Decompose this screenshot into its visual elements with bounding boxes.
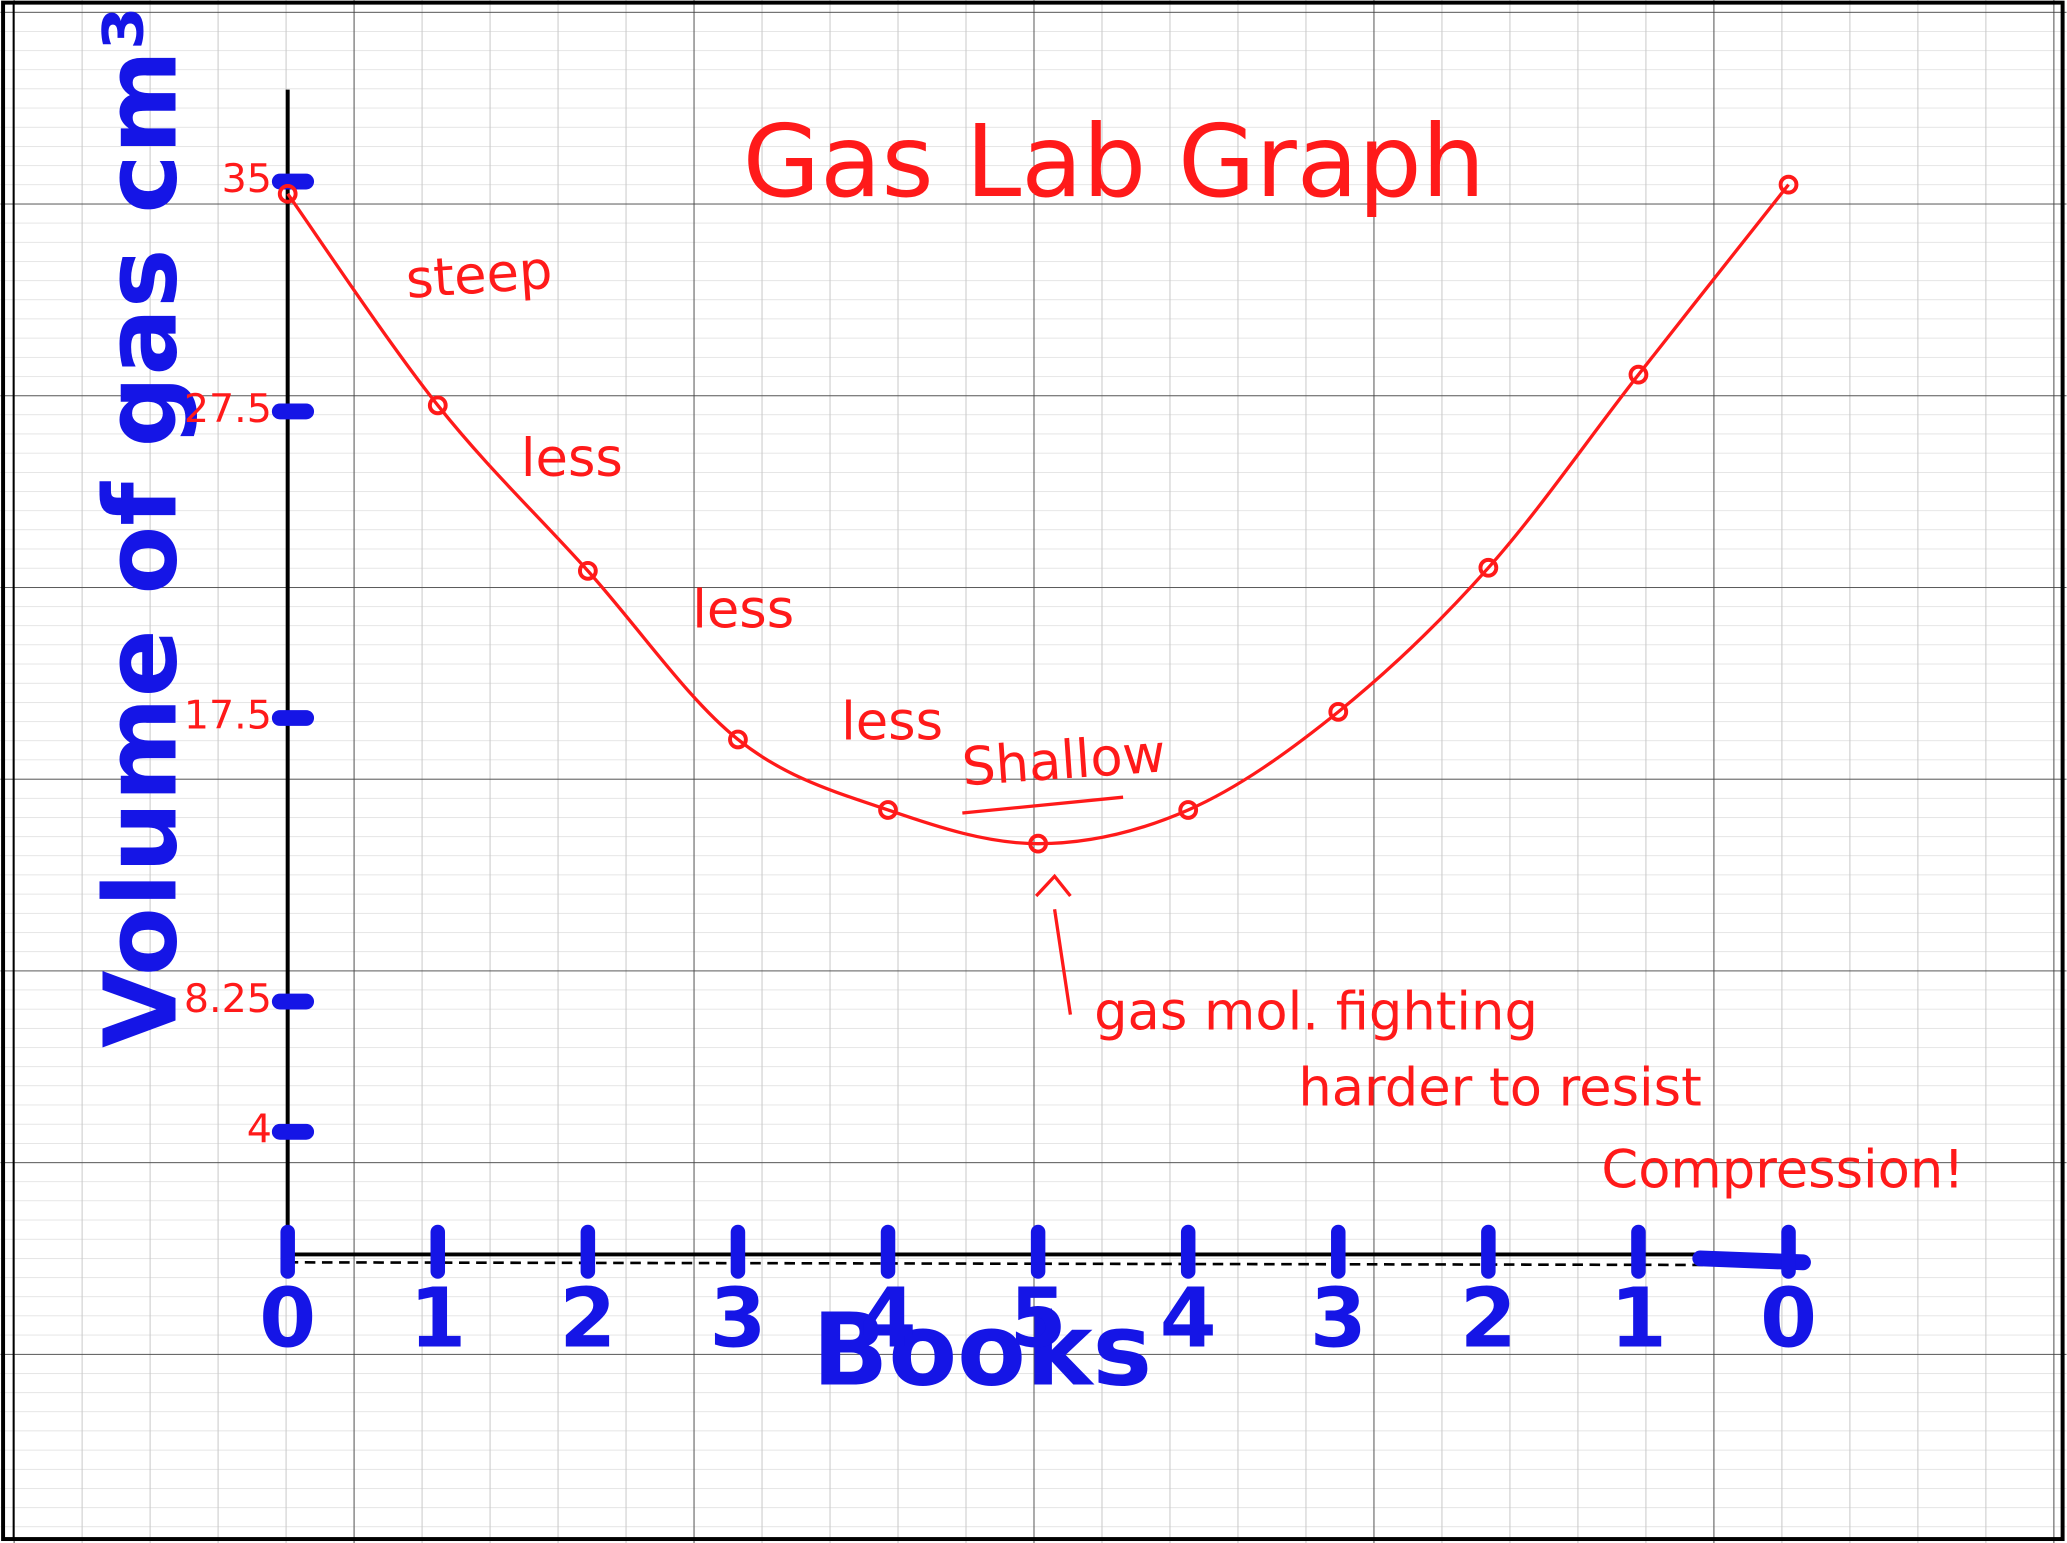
page: {"chart_data": {"type": "line", "title":… [0,0,2067,1543]
x-tick-label: 1 [1610,1272,1667,1367]
chart: Gas Lab Graph Books Volume of gas cm³ 48… [0,0,2067,1543]
x-tick-label: 0 [1760,1272,1817,1367]
y-tick-label: 17.5 [184,692,272,738]
x-tick-label: 0 [259,1272,316,1367]
annotation: harder to resist [1298,1058,1701,1119]
x-tick-label: 4 [860,1272,917,1367]
x-tick-label: 3 [1310,1272,1367,1367]
y-tick-label: 35 [222,156,272,202]
y-tick-label: 4 [247,1106,272,1152]
annotation: less [841,691,943,752]
x-tick-label: 3 [710,1272,767,1367]
annotation: gas mol. fighting [1094,981,1538,1042]
x-tick-label: 2 [1460,1272,1517,1367]
x-tick-label: 1 [409,1272,466,1367]
annotation: less [521,428,623,489]
y-tick-label: 27.5 [184,386,272,432]
x-tick-label: 5 [1010,1272,1067,1367]
x-tick-label: 4 [1160,1272,1217,1367]
y-axis-label: Volume of gas cm³ [82,6,199,1048]
y-tick-label: 8.25 [184,976,272,1022]
x-tick-label: 2 [559,1272,616,1367]
annotation: Compression! [1601,1139,1964,1200]
chart-title: Gas Lab Graph [743,103,1486,220]
annotation: steep [404,240,554,311]
annotation: less [692,579,794,640]
